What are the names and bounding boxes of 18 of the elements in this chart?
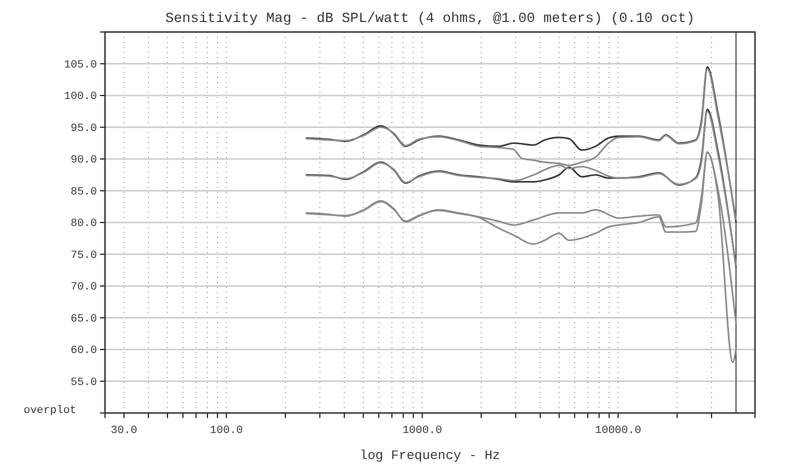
text: overplot [24,405,76,417]
chart-title: Sensitivity Mag - dB SPL/watt (4 ohms, @1.00 meters) (0.10 oct) [165,11,695,27]
y-tick-label: 95.0 [70,122,97,135]
x-tick-label: 1000.0 [402,425,442,438]
y-tick-label: 55.0 [70,376,97,389]
y-tick-label: 75.0 [70,250,97,262]
y-tick-label: 90.0 [70,154,97,167]
x-axis-title: log Frequency - Hz [360,448,500,463]
y-tick-label: 105.0 [64,59,97,72]
y-tick-label: 60.0 [70,345,97,358]
x-tick-label: 30.0 [110,425,138,438]
y-tick-label: 85.0 [70,186,97,198]
y-tick-label: 65.0 [70,313,97,326]
y-tick-label: 80.0 [70,218,97,230]
x-tick-label: 10000.0 [594,425,642,438]
y-tick-label: 100.0 [64,91,97,104]
x-tick-label: 100.0 [210,425,243,438]
y-tick-label: 70.0 [70,282,97,294]
